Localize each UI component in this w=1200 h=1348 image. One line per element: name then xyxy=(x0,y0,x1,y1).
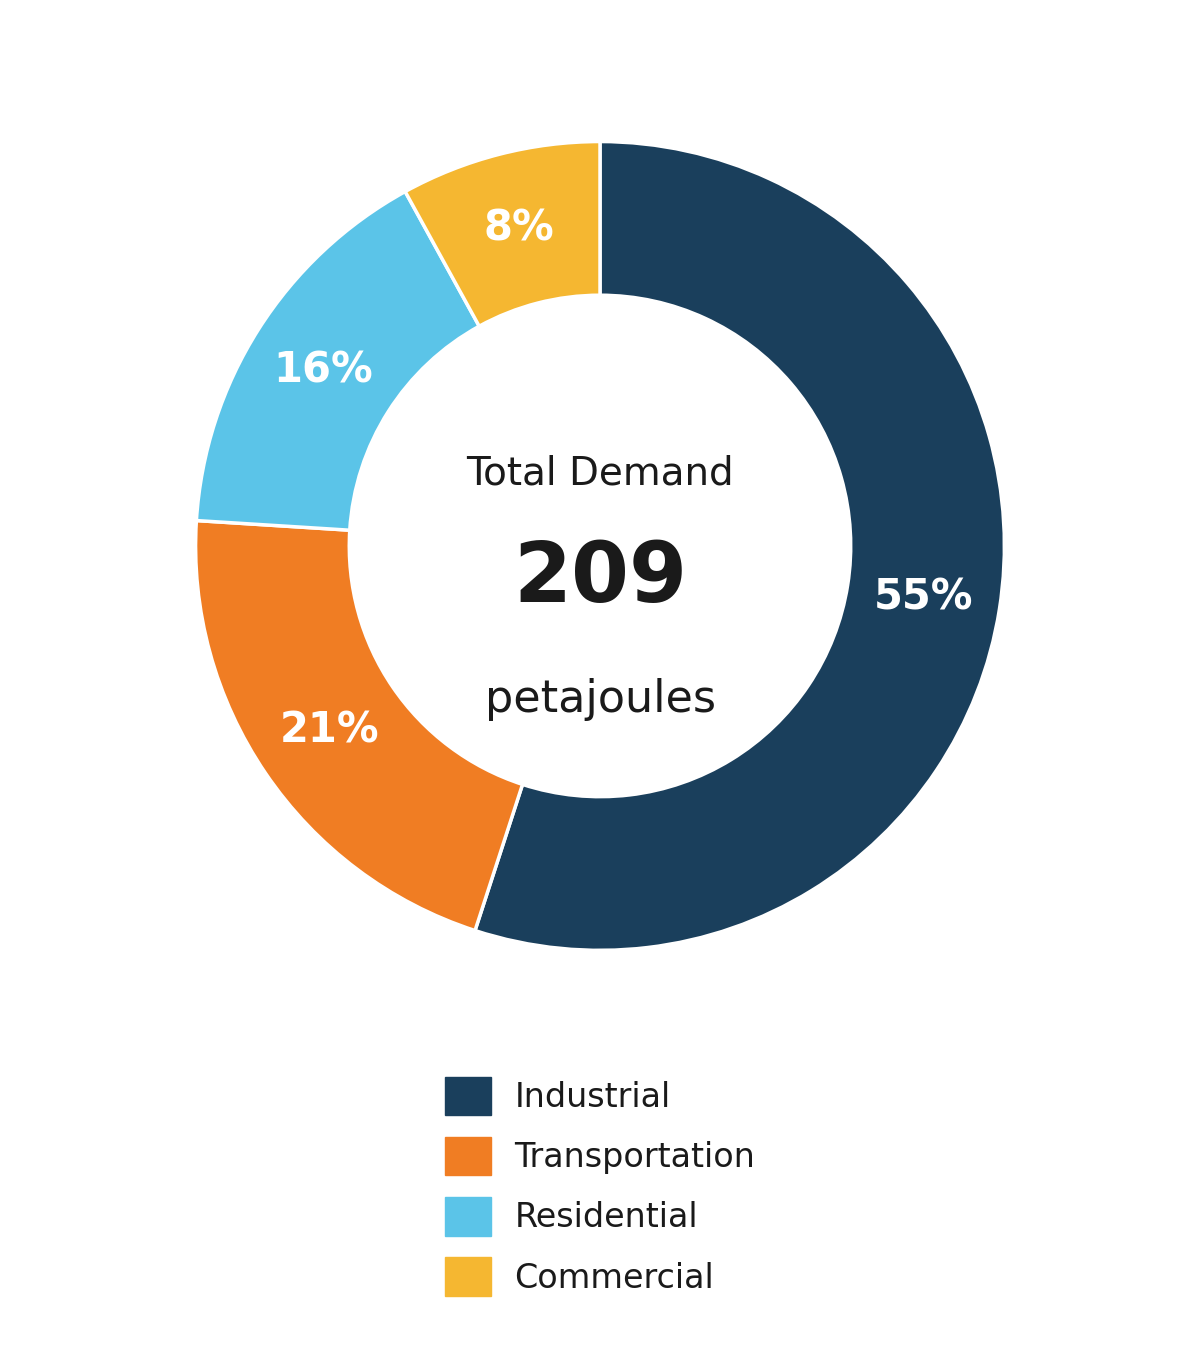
Text: 16%: 16% xyxy=(274,349,373,391)
Wedge shape xyxy=(196,520,522,930)
Text: 55%: 55% xyxy=(874,576,973,619)
Wedge shape xyxy=(475,142,1004,950)
Text: 209: 209 xyxy=(512,538,688,619)
Text: Total Demand: Total Demand xyxy=(466,454,734,492)
Wedge shape xyxy=(197,191,479,530)
Text: 8%: 8% xyxy=(484,208,554,249)
Wedge shape xyxy=(406,142,600,326)
Text: petajoules: petajoules xyxy=(485,678,715,721)
Legend: Industrial, Transportation, Residential, Commercial: Industrial, Transportation, Residential,… xyxy=(431,1064,769,1309)
Text: 21%: 21% xyxy=(280,709,379,751)
